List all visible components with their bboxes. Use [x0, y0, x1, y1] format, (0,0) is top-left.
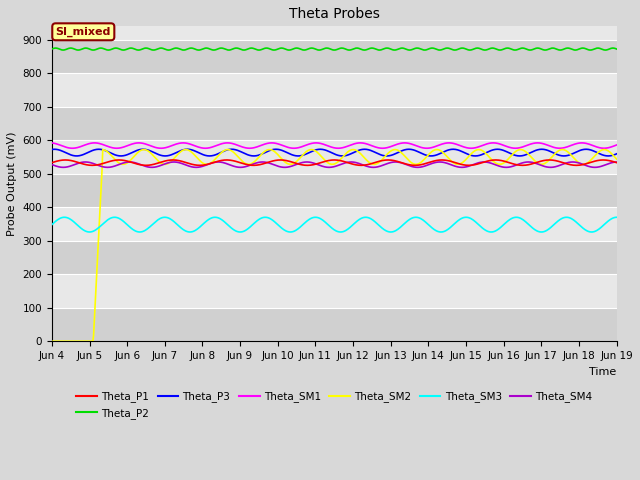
Theta_SM4 — [378, 163, 385, 168]
Theta_SM3 — [377, 224, 385, 229]
Theta_SM3 — [392, 228, 399, 234]
Bar — [52, 174, 617, 207]
Theta_SM2 — [391, 147, 399, 153]
Theta_SM1 — [68, 145, 76, 151]
Title: Theta Probes: Theta Probes — [289, 7, 380, 21]
Theta_P2 — [613, 46, 621, 52]
Theta_SM1 — [536, 140, 543, 146]
X-axis label: Time: Time — [589, 367, 617, 376]
Theta_SM3 — [408, 215, 416, 221]
Theta_SM3 — [83, 228, 90, 234]
Line: Theta_P2: Theta_P2 — [52, 48, 617, 50]
Theta_SM1 — [48, 140, 56, 146]
Bar — [52, 241, 617, 274]
Theta_SM1 — [135, 140, 143, 146]
Theta_SM3 — [613, 215, 621, 220]
Theta_P2 — [392, 47, 400, 53]
Theta_P3 — [478, 152, 486, 157]
Theta_P3 — [392, 151, 400, 156]
Theta_P2 — [409, 46, 417, 52]
Theta_SM2 — [376, 159, 384, 165]
Theta_P2 — [60, 47, 67, 53]
Bar — [52, 140, 617, 174]
Theta_P1 — [613, 160, 621, 166]
Theta_SM3 — [477, 224, 484, 229]
Theta_P3 — [48, 146, 56, 152]
Theta_SM4 — [478, 159, 486, 165]
Theta_SM1 — [409, 142, 417, 147]
Theta_SM4 — [392, 159, 400, 165]
Text: SI_mixed: SI_mixed — [56, 27, 111, 37]
Line: Theta_SM1: Theta_SM1 — [52, 143, 617, 148]
Theta_SM1 — [392, 142, 400, 147]
Theta_SM4 — [83, 159, 91, 165]
Theta_SM4 — [409, 164, 417, 170]
Theta_SM3 — [535, 229, 543, 235]
Line: Theta_P1: Theta_P1 — [52, 160, 617, 165]
Theta_SM4 — [536, 162, 543, 168]
Bar — [52, 40, 617, 73]
Theta_SM2 — [408, 160, 415, 166]
Theta_SM2 — [476, 147, 484, 153]
Bar — [52, 308, 617, 341]
Theta_SM3 — [86, 229, 93, 235]
Theta_P1 — [48, 160, 56, 166]
Theta_SM2 — [48, 338, 56, 344]
Line: Theta_SM4: Theta_SM4 — [52, 162, 617, 168]
Theta_SM2 — [535, 161, 543, 167]
Theta_P1 — [478, 160, 486, 166]
Bar — [52, 107, 617, 140]
Theta_P3 — [73, 153, 81, 159]
Bar — [52, 207, 617, 241]
Theta_P3 — [536, 146, 543, 152]
Theta_SM3 — [48, 222, 56, 228]
Theta_P2 — [536, 46, 543, 51]
Bar — [52, 73, 617, 107]
Theta_P2 — [232, 45, 240, 51]
Theta_SM4 — [48, 162, 56, 168]
Theta_SM2 — [613, 156, 621, 162]
Theta_P1 — [392, 158, 400, 164]
Theta_P2 — [378, 47, 385, 53]
Theta_SM1 — [613, 142, 621, 148]
Theta_P1 — [378, 158, 385, 164]
Theta_SM4 — [613, 159, 621, 165]
Theta_SM2 — [516, 147, 524, 153]
Theta_P3 — [83, 150, 91, 156]
Theta_SM1 — [83, 141, 91, 147]
Theta_P1 — [83, 162, 91, 168]
Theta_P3 — [140, 146, 147, 152]
Theta_P3 — [409, 147, 417, 153]
Theta_SM1 — [378, 145, 385, 151]
Theta_P3 — [613, 151, 621, 156]
Theta_SM1 — [478, 143, 486, 149]
Theta_P2 — [83, 45, 91, 51]
Legend: Theta_P1, Theta_P2, Theta_P3, Theta_SM1, Theta_SM2, Theta_SM3, Theta_SM4: Theta_P1, Theta_P2, Theta_P3, Theta_SM1,… — [72, 387, 596, 423]
Theta_SM4 — [126, 159, 134, 165]
Theta_SM4 — [60, 165, 67, 170]
Theta_P2 — [48, 46, 56, 52]
Y-axis label: Probe Output (mV): Probe Output (mV) — [7, 132, 17, 236]
Line: Theta_SM2: Theta_SM2 — [52, 150, 617, 341]
Theta_P1 — [88, 162, 96, 168]
Line: Theta_SM3: Theta_SM3 — [52, 217, 617, 232]
Theta_P1 — [409, 162, 417, 168]
Theta_SM2 — [83, 338, 90, 344]
Bar — [52, 274, 617, 308]
Theta_P1 — [61, 157, 69, 163]
Theta_P3 — [378, 152, 385, 158]
Line: Theta_P3: Theta_P3 — [52, 149, 617, 156]
Theta_P1 — [536, 159, 543, 165]
Theta_P2 — [478, 47, 486, 52]
